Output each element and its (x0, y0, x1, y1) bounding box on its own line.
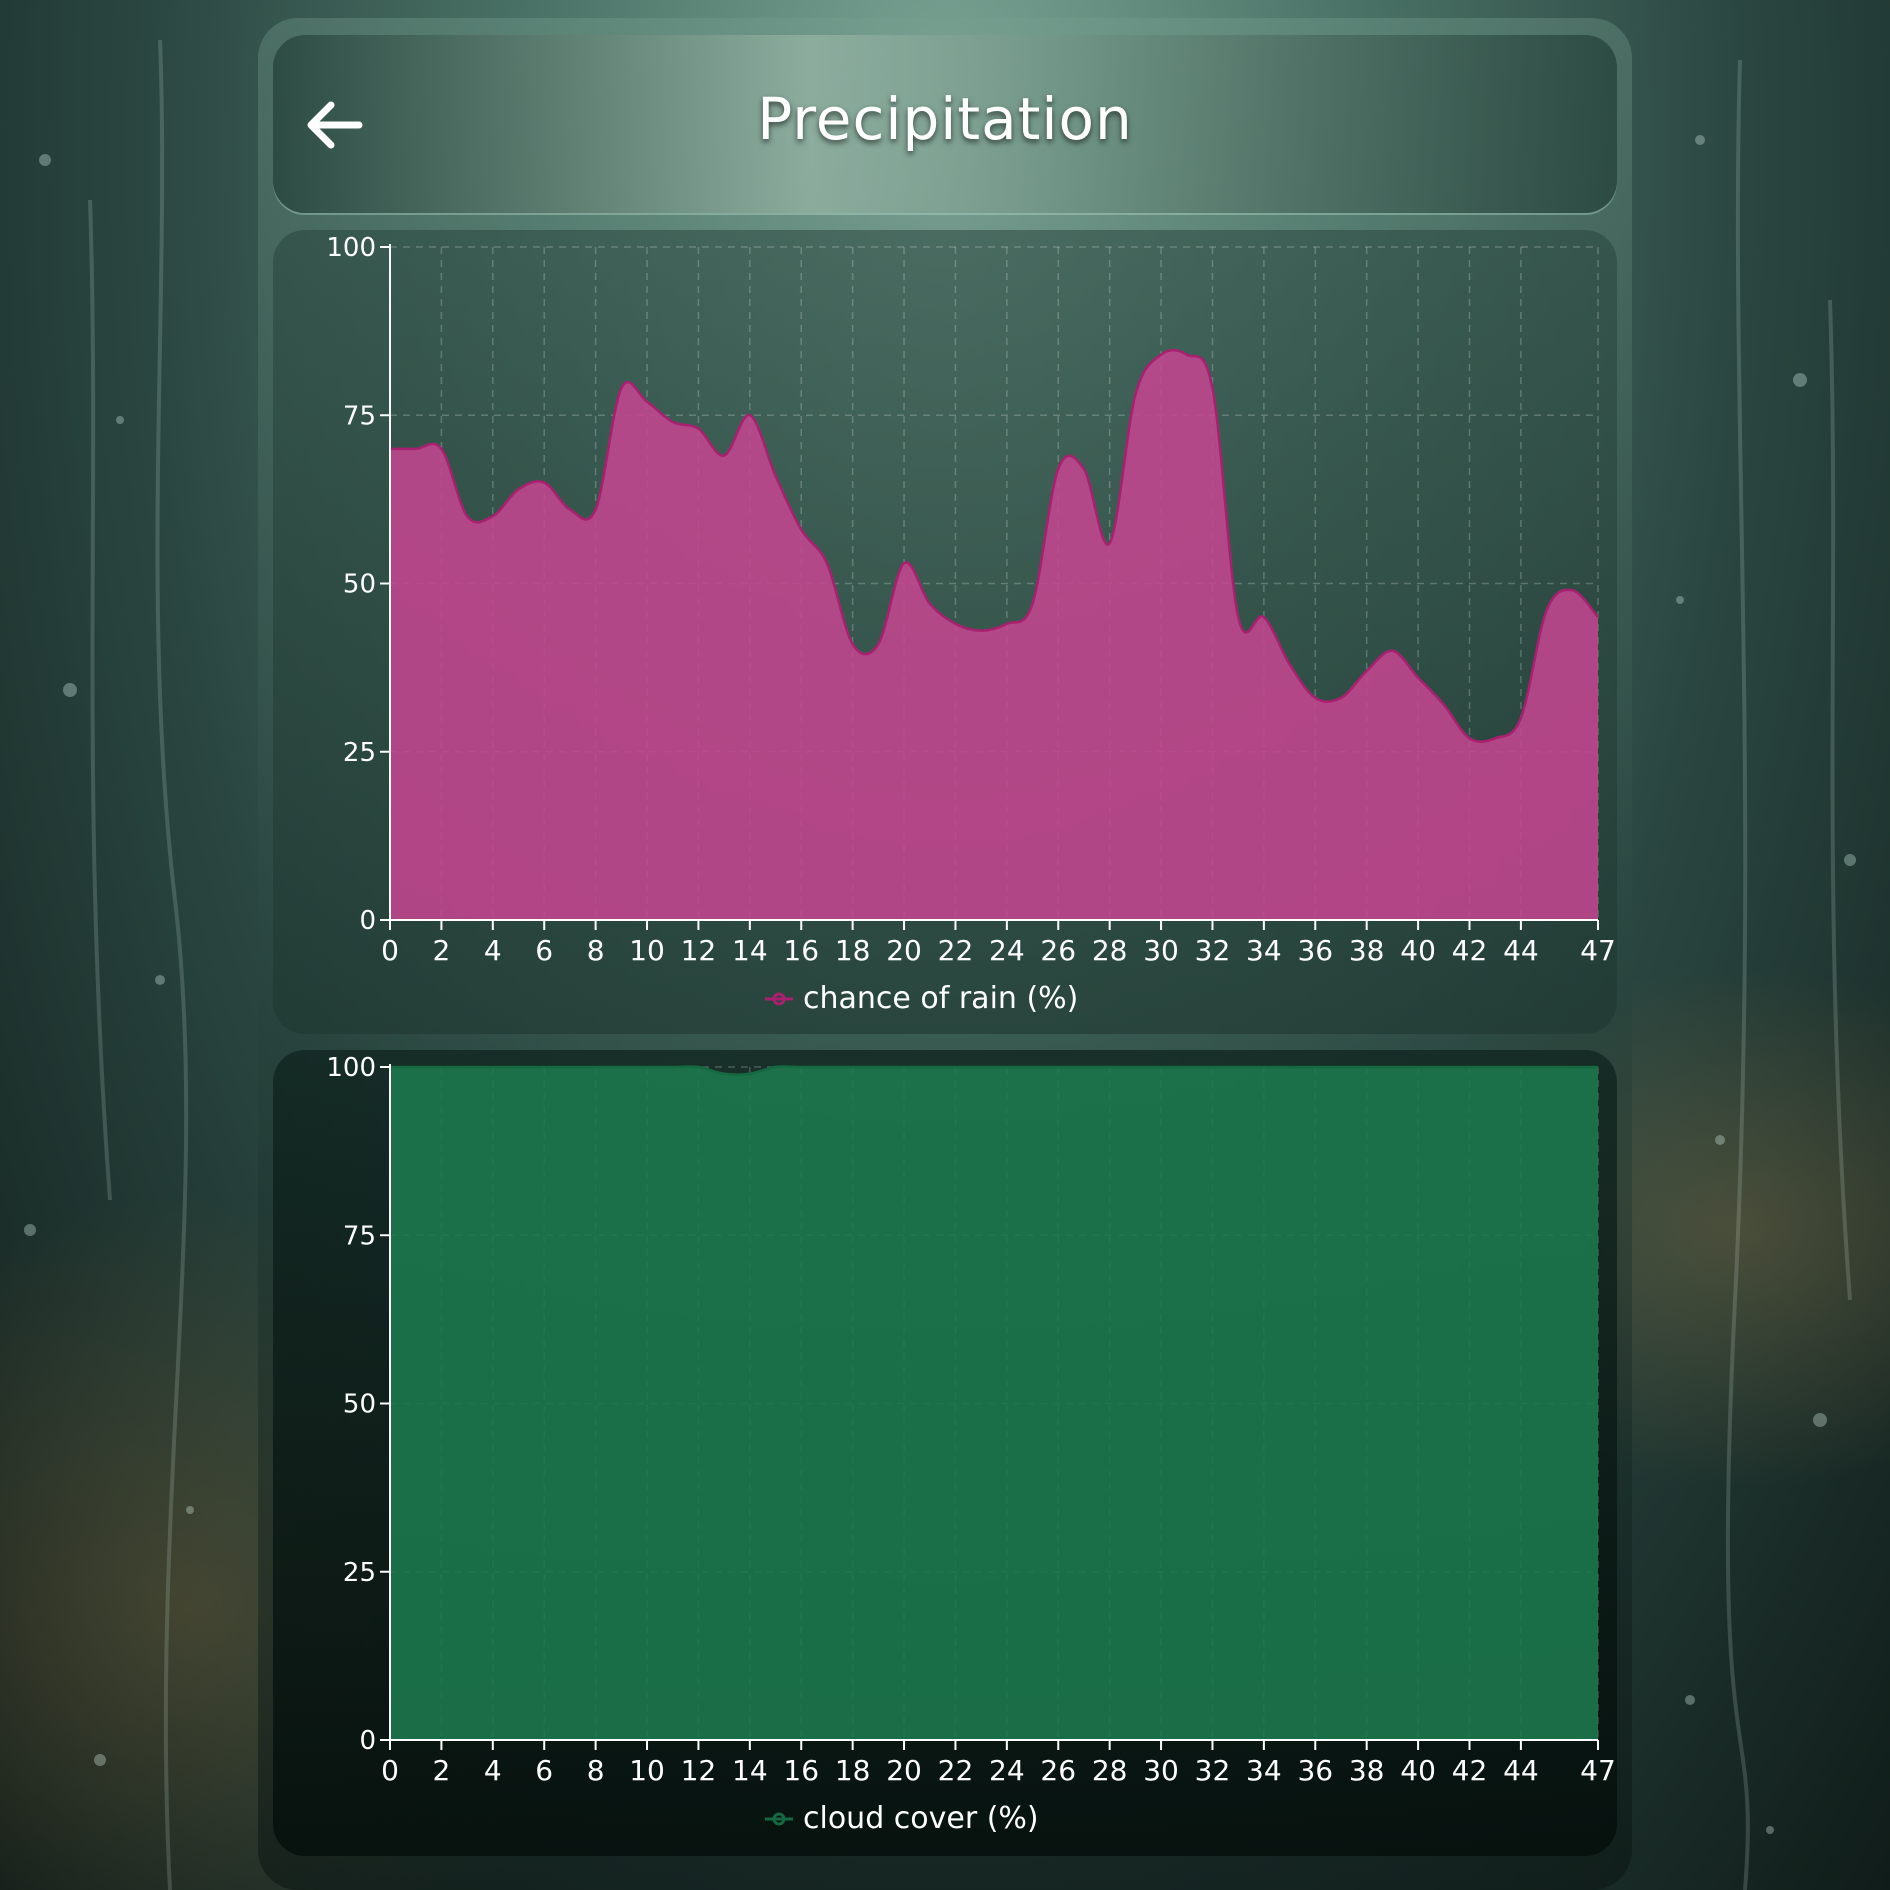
cloud-x-tick-label: 10 (629, 1754, 665, 1787)
rain-legend-label: chance of rain (%) (803, 981, 1078, 1016)
rain-x-tick-label: 32 (1195, 934, 1231, 967)
rain-x-tick-label: 24 (989, 934, 1025, 967)
cloud-x-tick-label: 18 (835, 1754, 871, 1787)
cloud-y-tick-label: 25 (343, 1558, 376, 1588)
cloud-x-tick-label: 36 (1297, 1754, 1333, 1787)
cloud-legend-marker-icon (772, 1812, 786, 1826)
cloud-x-tick-label: 2 (432, 1754, 450, 1787)
rain-x-tick-label: 12 (681, 934, 717, 967)
cloud-x-tick-label: 8 (587, 1754, 605, 1787)
rain-x-tick-label: 42 (1452, 934, 1488, 967)
cloud-x-tick-label: 30 (1143, 1754, 1179, 1787)
rain-x-tick-label: 18 (835, 934, 871, 967)
rain-x-tick-label: 40 (1400, 934, 1436, 967)
rain-chart-card: 0 25 50 75 100 0 2 4 6 8 10 12 14 16 18 20 22 24 26 28 30 32 3… (273, 230, 1617, 1034)
cloud-legend: cloud cover (%) (765, 1801, 1039, 1836)
rain-y-tick-label: 25 (343, 738, 376, 768)
cloud-series-line (390, 1065, 1598, 1076)
rain-y-tick-label: 50 (343, 570, 376, 600)
cloud-x-tick-label: 32 (1195, 1754, 1231, 1787)
rain-series-line (389, 348, 1599, 743)
rain-area (390, 350, 1598, 921)
back-button[interactable] (293, 85, 373, 165)
cloud-x-tick-label: 47 (1580, 1754, 1616, 1787)
rain-x-tick-label: 36 (1297, 934, 1333, 967)
rain-x-tick-label: 2 (432, 934, 450, 967)
rain-x-tick-label: 0 (381, 934, 399, 967)
cloud-x-tick-label: 44 (1503, 1754, 1539, 1787)
rain-x-tick-label: 10 (629, 934, 665, 967)
cloud-x-tick-label: 40 (1400, 1754, 1436, 1787)
rain-y-tick-label: 0 (359, 906, 376, 936)
rain-x-tick-label: 14 (732, 934, 768, 967)
cloud-chart-card: 0 25 50 75 100 0 2 4 6 8 10 12 14 16 18 20 22 24 26 28 30 32 3… (273, 1050, 1617, 1856)
cloud-x-tick-label: 0 (381, 1754, 399, 1787)
cloud-legend-label: cloud cover (%) (803, 1801, 1039, 1836)
rain-x-tick-label: 47 (1580, 934, 1616, 967)
cloud-x-tick-label: 42 (1452, 1754, 1488, 1787)
rain-y-tick-label: 75 (343, 401, 376, 431)
cloud-x-tick-label: 38 (1349, 1754, 1385, 1787)
cloud-x-tick-label: 22 (938, 1754, 974, 1787)
rain-x-tick-label: 26 (1040, 934, 1076, 967)
rain-x-tick-label: 38 (1349, 934, 1385, 967)
rain-x-tick-label: 30 (1143, 934, 1179, 967)
cloud-area (390, 1066, 1598, 1740)
rain-legend-marker-icon (772, 992, 786, 1006)
rain-x-tick-label: 8 (587, 934, 605, 967)
rain-x-tick-label: 6 (535, 934, 553, 967)
cloud-x-tick-label: 14 (732, 1754, 768, 1787)
arrow-left-icon (307, 101, 363, 149)
header-bar: Precipitation (273, 35, 1617, 213)
rain-legend: chance of rain (%) (765, 981, 1078, 1016)
cloud-y-tick-label: 100 (326, 1053, 376, 1083)
rain-x-tick-label: 22 (938, 934, 974, 967)
cloud-x-tick-label: 16 (783, 1754, 819, 1787)
rain-x-tick-label: 44 (1503, 934, 1539, 967)
rain-x-tick-label: 28 (1092, 934, 1128, 967)
rain-x-tick-label: 34 (1246, 934, 1282, 967)
rain-x-tick-label: 4 (484, 934, 502, 967)
cloud-x-tick-label: 4 (484, 1754, 502, 1787)
cloud-x-tick-label: 26 (1040, 1754, 1076, 1787)
cloud-x-tick-label: 24 (989, 1754, 1025, 1787)
rain-x-tick-label: 16 (783, 934, 819, 967)
cloud-x-tick-label: 28 (1092, 1754, 1128, 1787)
cloud-x-tick-label: 20 (886, 1754, 922, 1787)
cloud-y-tick-label: 0 (359, 1726, 376, 1756)
cloud-x-tick-label: 12 (681, 1754, 717, 1787)
cloud-y-tick-label: 50 (343, 1390, 376, 1420)
cloud-y-tick-label: 75 (343, 1221, 376, 1251)
page-title: Precipitation (757, 85, 1133, 153)
rain-y-tick-label: 100 (326, 233, 376, 263)
rain-x-tick-label: 20 (886, 934, 922, 967)
cloud-x-tick-label: 34 (1246, 1754, 1282, 1787)
cloud-data-points (389, 1066, 1599, 1074)
cloud-x-tick-label: 6 (535, 1754, 553, 1787)
rain-data-points (389, 354, 1599, 739)
